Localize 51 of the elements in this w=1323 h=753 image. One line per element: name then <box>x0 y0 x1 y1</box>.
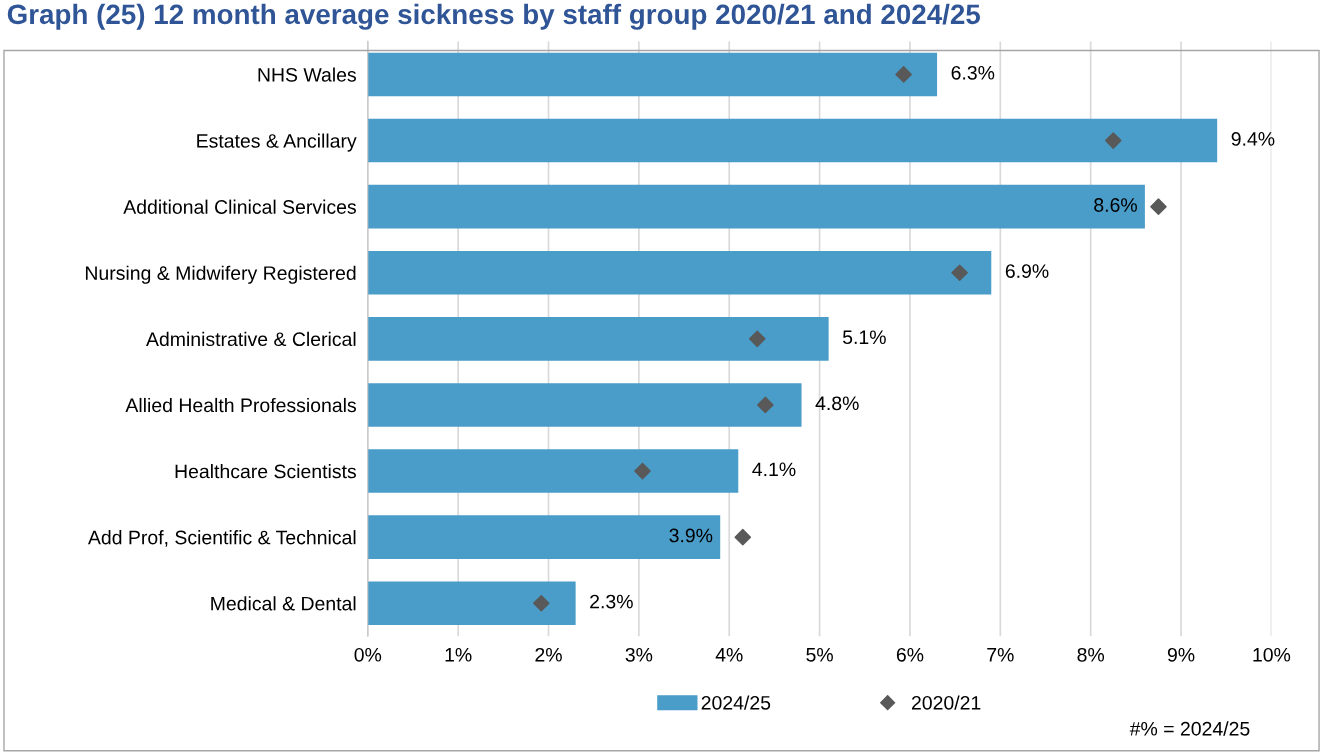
bar <box>367 515 721 559</box>
x-tick-label: 5% <box>806 647 833 662</box>
x-tick-label: 9% <box>1167 647 1195 662</box>
y-tick-label: Add Prof, Scientific & Technical <box>87 530 356 547</box>
data-label: 3.9% <box>669 528 713 543</box>
bar <box>367 581 576 626</box>
data-label: 2.3% <box>590 594 633 609</box>
bar <box>367 184 1145 229</box>
x-tick-label: 10% <box>1253 647 1291 662</box>
point <box>1150 198 1167 215</box>
x-tick-label: 2% <box>535 647 562 662</box>
x-tick-label: 4% <box>715 647 743 662</box>
x-tick-label: 8% <box>1077 647 1105 662</box>
y-tick-label: Administrative & Clerical <box>146 331 356 347</box>
x-tick-label: 6% <box>896 647 924 662</box>
bar <box>367 52 938 97</box>
y-tick-label: Medical & Dental <box>211 596 356 611</box>
x-tick-label: 3% <box>625 647 653 662</box>
data-label: 5.1% <box>842 330 886 345</box>
bar <box>367 449 739 493</box>
y-tick-label: Estates & Ancillary <box>197 133 357 152</box>
data-label: 8.6% <box>1094 198 1137 212</box>
data-label: 4.1% <box>752 462 796 477</box>
y-tick-label: Allied Health Professionals <box>125 397 356 413</box>
x-tick-label: 1% <box>445 647 472 662</box>
data-label: 4.8% <box>815 396 859 411</box>
y-tick-label: NHS Wales <box>258 67 356 82</box>
point <box>748 330 766 348</box>
data-label: 6.9% <box>1005 264 1049 278</box>
point <box>1104 132 1122 149</box>
point <box>532 594 550 612</box>
legend-label: 2020/21 <box>911 695 981 710</box>
text: #% = 2024/25 <box>1129 721 1250 736</box>
point <box>951 264 968 282</box>
bar <box>367 118 1218 163</box>
y-tick-label: Additional Clinical Services <box>123 199 356 214</box>
data-label: 9.4% <box>1231 132 1275 146</box>
point <box>634 462 651 480</box>
x-tick-label: 0% <box>354 647 382 662</box>
bar <box>367 317 829 361</box>
bar <box>367 250 992 295</box>
chart-title: Graph (25) 12 month average sickness by staff group 2020/21 and 2024/25 <box>7 3 981 30</box>
data-label: 6.3% <box>951 65 995 80</box>
y-tick-label: Healthcare Scientists <box>175 464 356 479</box>
legend-label: 2024/25 <box>701 695 771 710</box>
x-tick-label: 7% <box>987 647 1014 662</box>
y-tick-label: Nursing & Midwifery Registered <box>85 265 356 284</box>
point <box>757 396 774 414</box>
bar <box>367 383 802 427</box>
point <box>895 66 912 83</box>
point <box>734 528 752 546</box>
